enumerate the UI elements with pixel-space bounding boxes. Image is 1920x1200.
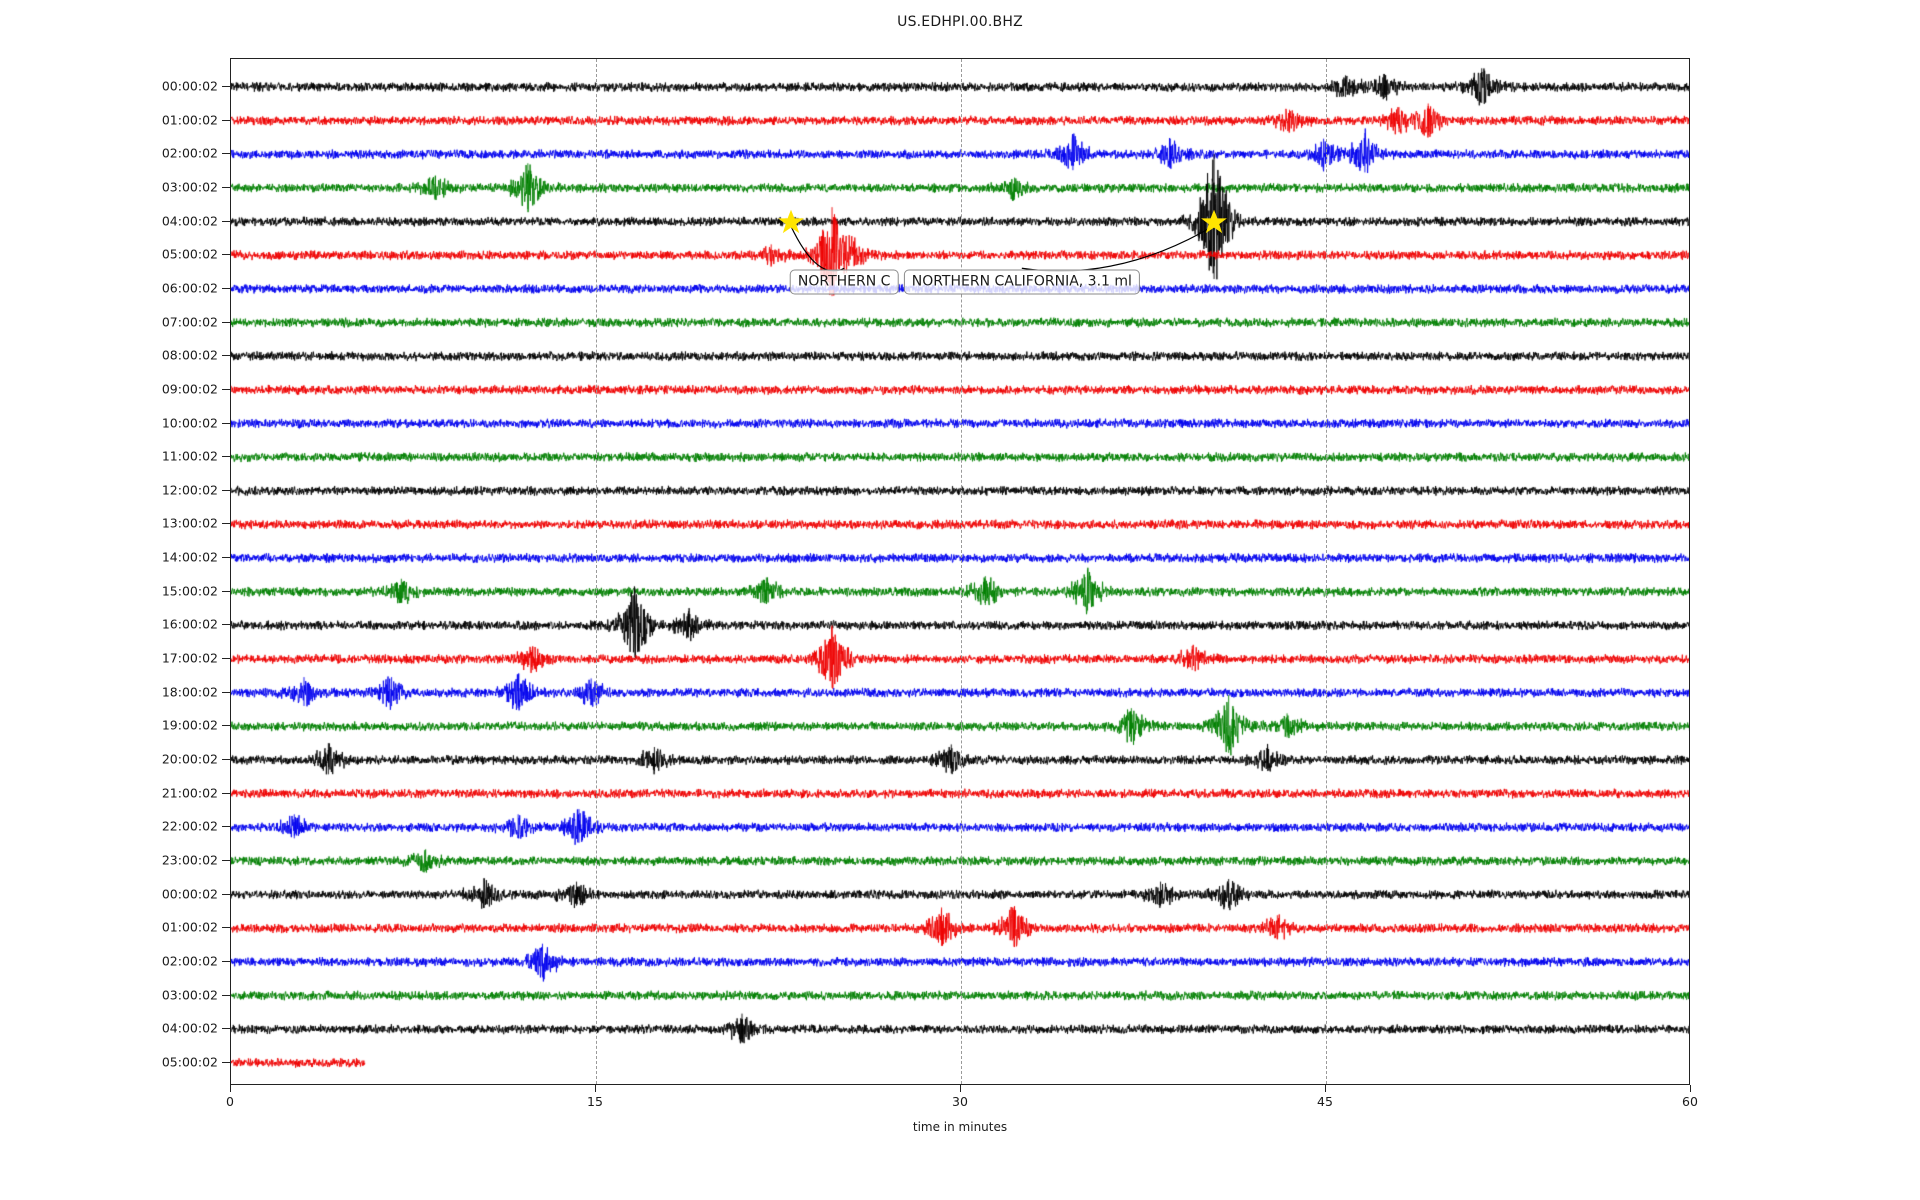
x-axis-tick-label: 45: [1317, 1094, 1333, 1109]
y-axis-tick-label: 17:00:02: [161, 650, 218, 666]
y-axis-tick-mark: [222, 422, 230, 424]
y-axis-tick-mark: [222, 557, 230, 559]
y-axis-tick-mark: [222, 725, 230, 727]
y-axis-tick-mark: [222, 220, 230, 222]
y-axis-tick-mark: [222, 859, 230, 861]
y-axis-tick-label: 00:00:02: [161, 78, 218, 94]
y-axis-tick-label: 03:00:02: [161, 987, 218, 1003]
y-axis-tick-label: 22:00:02: [161, 818, 218, 834]
y-axis-tick-mark: [222, 86, 230, 87]
y-axis-tick-label: 06:00:02: [161, 280, 218, 296]
earthquake-star-icon: [1201, 209, 1227, 235]
y-axis-tick-mark: [222, 489, 230, 491]
y-axis-tick-label: 21:00:02: [161, 785, 218, 801]
y-axis-tick-mark: [222, 994, 230, 996]
y-axis-tick-mark: [222, 523, 230, 525]
y-axis-tick-label: 15:00:02: [161, 583, 218, 599]
y-axis-tick-mark: [222, 893, 230, 895]
y-axis-tick-mark: [222, 153, 230, 155]
y-axis-tick-label: 09:00:02: [161, 381, 218, 397]
y-axis-tick-label: 10:00:02: [161, 415, 218, 430]
y-axis-tick-mark: [222, 186, 230, 188]
y-axis-tick-label: 01:00:02: [161, 919, 218, 935]
y-axis-tick-mark: [222, 960, 230, 962]
x-axis-tick-mark: [230, 1085, 231, 1092]
y-axis-tick-label: 02:00:02: [161, 953, 218, 969]
y-axis-tick-label: 11:00:02: [161, 448, 218, 464]
y-axis-tick-label: 14:00:02: [161, 549, 218, 565]
y-axis-tick-mark: [222, 1028, 230, 1030]
y-axis-tick-label: 18:00:02: [161, 684, 218, 700]
x-axis-tick-mark: [595, 1085, 596, 1092]
y-axis-tick-mark: [222, 691, 230, 693]
y-axis-tick-mark: [222, 287, 230, 289]
x-axis-label: time in minutes: [912, 1120, 1008, 1134]
y-axis-tick-label: 07:00:02: [161, 314, 218, 330]
y-axis-tick-mark: [222, 759, 230, 760]
y-axis-tick-mark: [222, 1061, 230, 1063]
y-axis-tick-mark: [222, 658, 230, 660]
y-axis-tick-mark: [222, 590, 230, 592]
y-axis-tick-mark: [222, 321, 230, 323]
y-axis-tick-label: 02:00:02: [161, 145, 218, 161]
y-axis-tick-label: 03:00:02: [161, 179, 218, 195]
x-axis-tick-label: 0: [226, 1094, 234, 1109]
y-axis-tick-label: 12:00:02: [161, 482, 218, 498]
y-axis-tick-mark: [222, 624, 230, 626]
y-axis-tick-mark: [222, 388, 230, 390]
y-axis-tick-label: 13:00:02: [161, 515, 218, 531]
vertical-gridline: [1326, 59, 1327, 1084]
y-axis-tick-label: 04:00:02: [161, 1020, 218, 1036]
x-axis-tick-label: 30: [952, 1094, 968, 1109]
y-axis-tick-mark: [222, 119, 230, 121]
y-axis-tick-mark: [222, 456, 230, 458]
earthquake-star-icon: [777, 209, 804, 235]
trace-canvas-wrap: [231, 59, 1689, 1084]
y-axis-tick-label: 19:00:02: [161, 717, 218, 733]
y-axis-tick-label: 01:00:02: [161, 112, 218, 128]
y-axis-tick-label: 20:00:02: [161, 751, 218, 767]
y-axis-tick-label: 04:00:02: [161, 213, 218, 229]
y-axis-tick-label: 00:00:02: [161, 886, 218, 902]
seismogram-traces: [231, 59, 1689, 1084]
y-axis-tick-label: 05:00:02: [161, 1054, 218, 1070]
x-axis-tick-mark: [1325, 1085, 1326, 1092]
x-axis-tick-label: 60: [1682, 1094, 1698, 1109]
y-axis-tick-mark: [222, 826, 230, 828]
x-axis-tick-label: 15: [587, 1094, 603, 1109]
vertical-gridline: [596, 59, 597, 1084]
y-axis-tick-label: 16:00:02: [161, 616, 218, 632]
y-axis-tick-mark: [222, 927, 230, 929]
vertical-gridline: [961, 59, 962, 1084]
y-axis-tick-mark: [222, 792, 230, 794]
x-axis-tick-mark: [1690, 1085, 1691, 1092]
plot-area[interactable]: NORTHERN C NORTHERN CALIFORNIA, 3.1 ml: [230, 58, 1690, 1085]
y-axis-tick-label: 08:00:02: [161, 347, 218, 363]
y-axis-tick-label: 23:00:02: [161, 852, 218, 868]
event-annotation-label[interactable]: NORTHERN CALIFORNIA, 3.1 ml: [903, 269, 1140, 295]
y-axis-tick-label: 05:00:02: [161, 246, 218, 262]
y-axis-tick-mark: [222, 254, 230, 256]
event-annotation-label[interactable]: NORTHERN C: [789, 269, 899, 295]
page-title: US.EDHPI.00.BHZ: [897, 14, 1023, 30]
y-axis-tick-mark: [222, 355, 230, 357]
x-axis-tick-mark: [960, 1085, 961, 1092]
